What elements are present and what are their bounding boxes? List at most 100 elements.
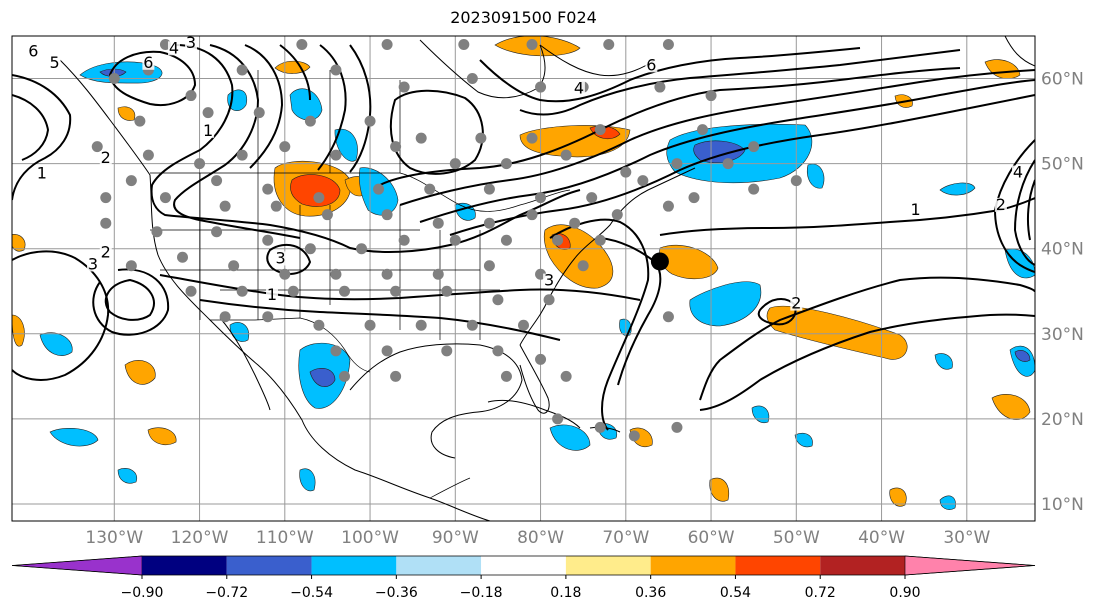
station-dot <box>483 183 495 195</box>
contour-label-bg <box>645 58 658 73</box>
station-dot <box>219 200 231 212</box>
lat-tick-label: 60°N <box>1041 70 1084 90</box>
contour-label-bg <box>909 202 922 217</box>
contour-label: 1 <box>37 163 47 182</box>
contour-line <box>699 313 1035 411</box>
colorbar-label: 0.18 <box>550 585 581 601</box>
station-dot <box>662 39 674 51</box>
contour-label-bg <box>274 251 287 266</box>
station-dot <box>381 209 393 221</box>
anomaly-blob <box>1004 248 1035 279</box>
contour-line <box>150 44 581 253</box>
station-markers <box>91 39 802 442</box>
station-dot <box>577 260 589 272</box>
gulf-of-mexico-coast <box>349 343 523 459</box>
station-dot <box>492 294 504 306</box>
longitude-tick-labels: 130°W 120°W 110°W 100°W 90°W 80°W 70°W 60°W 50°W… <box>85 528 990 548</box>
lon-tick-label: 110°W <box>256 528 314 548</box>
station-dot <box>560 370 572 382</box>
contour-label: 6 <box>143 53 153 72</box>
contour-line <box>379 67 961 186</box>
contour-label: 4 <box>1013 163 1023 182</box>
station-dot <box>270 200 282 212</box>
contour-line <box>12 94 50 161</box>
anomaly-blob <box>124 360 156 385</box>
station-dot <box>381 345 393 357</box>
station-dot <box>466 319 478 331</box>
station-dot <box>381 39 393 51</box>
contour-line <box>104 278 155 321</box>
colorbar-arrow-low <box>11 555 143 576</box>
station-dot <box>321 209 333 221</box>
colorbar-segment <box>650 556 736 575</box>
anomaly-blob <box>290 174 341 207</box>
contour-line <box>419 79 1035 223</box>
anomaly-blob <box>494 36 581 57</box>
anomaly-blob <box>334 128 358 162</box>
station-dot <box>748 141 760 153</box>
station-dot <box>628 430 640 442</box>
station-dot <box>108 73 120 85</box>
station-dot <box>177 251 188 263</box>
station-dot <box>279 268 291 280</box>
station-dot <box>253 107 265 119</box>
station-dot <box>381 268 393 280</box>
station-dot <box>535 192 547 204</box>
station-dot <box>620 166 632 178</box>
station-dot <box>313 192 325 204</box>
contour-lines <box>12 44 1035 431</box>
anomaly-blob <box>794 432 813 448</box>
contour-label: 2 <box>101 243 111 262</box>
contour-label: 6 <box>646 55 656 74</box>
station-dot <box>603 39 615 51</box>
station-dot <box>500 158 512 170</box>
lon-tick-label: 50°W <box>773 528 820 548</box>
anomaly-blob <box>117 468 138 484</box>
anomaly-blob <box>147 427 177 445</box>
lat-tick-label: 10°N <box>1041 495 1084 515</box>
anomaly-blob <box>807 163 825 189</box>
station-dot <box>449 234 461 246</box>
us-mexico-border <box>210 317 371 373</box>
station-dot <box>697 124 709 136</box>
contour-line <box>199 299 561 341</box>
station-dot <box>91 141 103 153</box>
coastline-west <box>59 59 491 521</box>
station-dot <box>338 285 350 297</box>
latitude-tick-labels: 60°N 50°N 40°N 30°N 20°N 10°N <box>1041 70 1084 515</box>
contour-line <box>699 276 1035 401</box>
contour-label: 6 <box>28 42 38 61</box>
station-dot <box>569 217 581 229</box>
station-dot <box>330 345 342 357</box>
station-dot <box>449 158 461 170</box>
contour-label: 4 <box>169 38 179 57</box>
contour-label: 4 <box>574 78 584 97</box>
lon-tick-label: 80°W <box>517 528 564 548</box>
station-dot <box>287 285 299 297</box>
contour-line <box>1013 159 1035 266</box>
anomaly-blob <box>49 427 99 447</box>
station-dot <box>671 421 683 433</box>
lat-tick-label: 50°N <box>1041 155 1084 175</box>
station-dot <box>304 243 316 255</box>
station-dot <box>535 353 547 365</box>
map-title: 2023091500 F024 <box>450 8 597 27</box>
station-dot <box>159 192 171 204</box>
contour-label-bg <box>185 36 198 51</box>
contour-label-bg <box>572 81 585 96</box>
colorbar-segment <box>481 556 566 575</box>
station-dot <box>364 319 376 331</box>
station-dot <box>211 226 223 238</box>
station-dot <box>338 370 350 382</box>
station-dot <box>228 260 240 272</box>
anomaly-blob <box>934 353 953 370</box>
station-dot <box>390 141 402 153</box>
station-dot <box>594 234 606 246</box>
station-dot <box>458 39 470 51</box>
station-dot <box>185 285 197 297</box>
contour-label: 2 <box>791 294 801 313</box>
colorbar-label: 0.54 <box>720 585 751 601</box>
station-dot <box>466 73 478 85</box>
contour-label: 2 <box>101 148 111 167</box>
